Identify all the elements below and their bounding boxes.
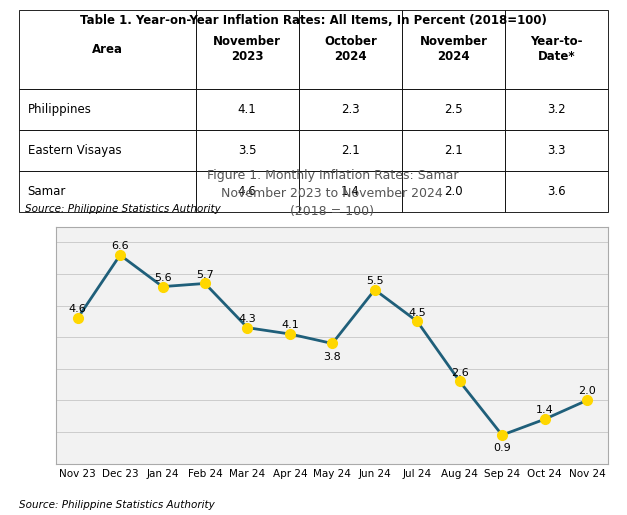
Text: 6.6: 6.6 — [111, 241, 129, 251]
Title: Figure 1. Monthly Inflation Rates: Samar
November 2023 to November 2024
(2018 = : Figure 1. Monthly Inflation Rates: Samar… — [206, 169, 458, 218]
Text: 2.0: 2.0 — [578, 386, 596, 397]
Text: 2.6: 2.6 — [451, 368, 468, 377]
Text: 4.3: 4.3 — [238, 314, 256, 324]
Text: 4.1: 4.1 — [281, 320, 298, 330]
Text: 0.9: 0.9 — [493, 443, 511, 453]
Text: 5.5: 5.5 — [366, 276, 384, 286]
Text: 1.4: 1.4 — [535, 405, 554, 416]
Text: Source: Philippine Statistics Authority: Source: Philippine Statistics Authority — [19, 500, 214, 510]
Text: 4.5: 4.5 — [408, 307, 426, 318]
Text: 5.6: 5.6 — [154, 273, 171, 283]
Text: 4.6: 4.6 — [69, 304, 87, 314]
Text: Table 1. Year-on-Year Inflation Rates: All Items, In Percent (2018=100): Table 1. Year-on-Year Inflation Rates: A… — [80, 14, 547, 27]
Text: Source: Philippine Statistics Authority: Source: Philippine Statistics Authority — [24, 204, 221, 214]
Text: 5.7: 5.7 — [196, 270, 214, 280]
Text: 3.8: 3.8 — [324, 352, 341, 362]
